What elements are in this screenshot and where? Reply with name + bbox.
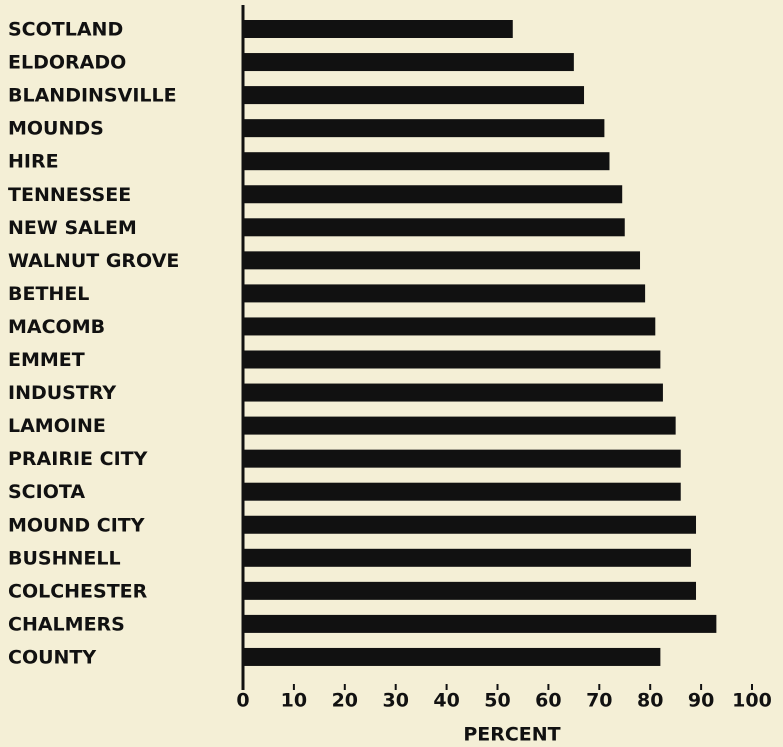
bar	[243, 647, 661, 666]
x-tick-label: 70	[586, 690, 612, 712]
y-tick-label: COLCHESTER	[8, 580, 148, 602]
bar	[243, 581, 697, 600]
bar	[243, 152, 610, 171]
bar	[243, 317, 656, 336]
y-tick-label: MOUNDS	[8, 118, 104, 140]
y-tick-label: LAMOINE	[8, 415, 106, 437]
x-tick-label: 30	[382, 690, 408, 712]
x-tick-label: 20	[332, 690, 358, 712]
bar	[243, 383, 663, 402]
x-tick-label: 40	[433, 690, 459, 712]
y-tick-label: ELDORADO	[8, 52, 126, 74]
bar	[243, 416, 676, 435]
x-tick-label: 100	[732, 690, 772, 712]
bar	[243, 482, 681, 501]
y-tick-label: CHALMERS	[8, 613, 125, 635]
x-tick-label: 10	[281, 690, 307, 712]
y-tick-label: COUNTY	[8, 646, 96, 668]
y-tick-label: MOUND CITY	[8, 514, 145, 536]
bar	[243, 119, 605, 138]
y-tick-label: BETHEL	[8, 283, 89, 305]
bar	[243, 218, 625, 237]
y-tick-label: EMMET	[8, 349, 85, 371]
bar	[243, 20, 513, 38]
bar	[243, 614, 717, 633]
x-tick-label: 0	[236, 690, 249, 712]
bar	[243, 515, 697, 534]
bar	[243, 185, 623, 204]
bar	[243, 350, 661, 369]
y-tick-label: INDUSTRY	[8, 382, 116, 404]
x-tick-label: 50	[484, 690, 510, 712]
bar	[243, 86, 585, 105]
y-tick-label: WALNUT GROVE	[8, 250, 179, 272]
x-tick-label: 60	[535, 690, 561, 712]
y-tick-label: BUSHNELL	[8, 547, 121, 569]
y-tick-label: MACOMB	[8, 316, 105, 338]
bar	[243, 284, 646, 303]
bar	[243, 449, 681, 468]
x-axis-label: PERCENT	[463, 724, 560, 746]
bar	[243, 53, 574, 72]
y-tick-label: HIRE	[8, 151, 59, 173]
bar	[243, 548, 691, 567]
bar	[243, 251, 641, 270]
x-tick-label: 80	[637, 690, 663, 712]
x-tick-label: 90	[688, 690, 714, 712]
y-tick-label: PRAIRIE CITY	[8, 448, 148, 470]
y-tick-label: BLANDINSVILLE	[8, 85, 177, 107]
y-tick-label: SCIOTA	[8, 481, 85, 503]
y-tick-label: TENNESSEE	[8, 184, 131, 206]
y-tick-label: SCOTLAND	[8, 19, 123, 41]
y-tick-label: NEW SALEM	[8, 217, 137, 239]
